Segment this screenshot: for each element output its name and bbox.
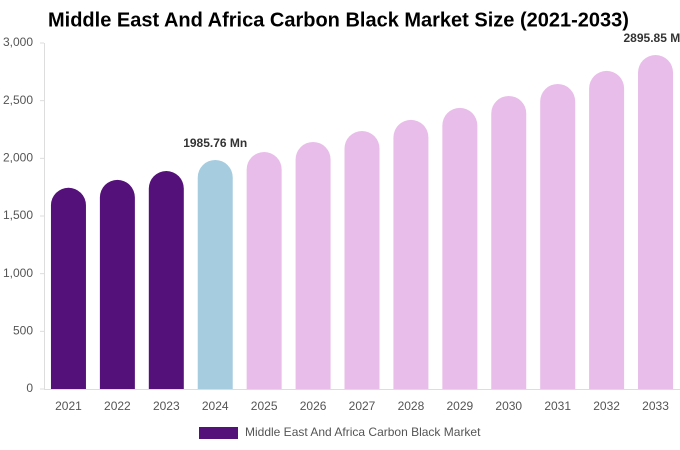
bar bbox=[589, 70, 625, 389]
y-tick-label: 1,500 bbox=[3, 208, 33, 222]
y-tick-label: 2,000 bbox=[3, 151, 33, 165]
x-tick-label: 2021 bbox=[55, 399, 82, 413]
y-tick-label: 2,500 bbox=[3, 93, 33, 107]
y-tick-label: 3,000 bbox=[3, 35, 33, 49]
x-tick-label: 2033 bbox=[642, 399, 669, 413]
bar bbox=[99, 179, 135, 389]
x-tick-label: 2029 bbox=[446, 399, 473, 413]
value-label: 1985.76 Mn bbox=[183, 136, 247, 150]
bar bbox=[295, 141, 331, 389]
bar bbox=[197, 159, 233, 389]
bar bbox=[246, 151, 282, 389]
x-tick-label: 2026 bbox=[300, 399, 327, 413]
chart-title: Middle East And Africa Carbon Black Mark… bbox=[48, 9, 629, 31]
y-tick-label: 1,000 bbox=[3, 266, 33, 280]
y-tick-label: 500 bbox=[13, 324, 33, 338]
x-tick-label: 2025 bbox=[251, 399, 278, 413]
x-tick-label: 2030 bbox=[495, 399, 522, 413]
bar bbox=[540, 83, 576, 390]
x-tick-label: 2022 bbox=[104, 399, 131, 413]
x-tick-label: 2028 bbox=[398, 399, 425, 413]
bar bbox=[50, 187, 86, 389]
bar bbox=[148, 171, 184, 389]
bar bbox=[344, 130, 380, 389]
legend-swatch bbox=[199, 427, 238, 439]
legend-label: Middle East And Africa Carbon Black Mark… bbox=[245, 425, 481, 439]
bar bbox=[442, 107, 478, 389]
x-tick-label: 2032 bbox=[593, 399, 620, 413]
value-label: 2895.85 Mn bbox=[624, 31, 680, 45]
bar bbox=[638, 55, 674, 390]
bar bbox=[491, 95, 527, 390]
bar bbox=[393, 119, 429, 389]
x-tick-label: 2027 bbox=[349, 399, 376, 413]
x-tick-label: 2031 bbox=[544, 399, 571, 413]
y-tick-label: 0 bbox=[26, 381, 33, 395]
x-tick-label: 2023 bbox=[153, 399, 180, 413]
x-tick-label: 2024 bbox=[202, 399, 229, 413]
